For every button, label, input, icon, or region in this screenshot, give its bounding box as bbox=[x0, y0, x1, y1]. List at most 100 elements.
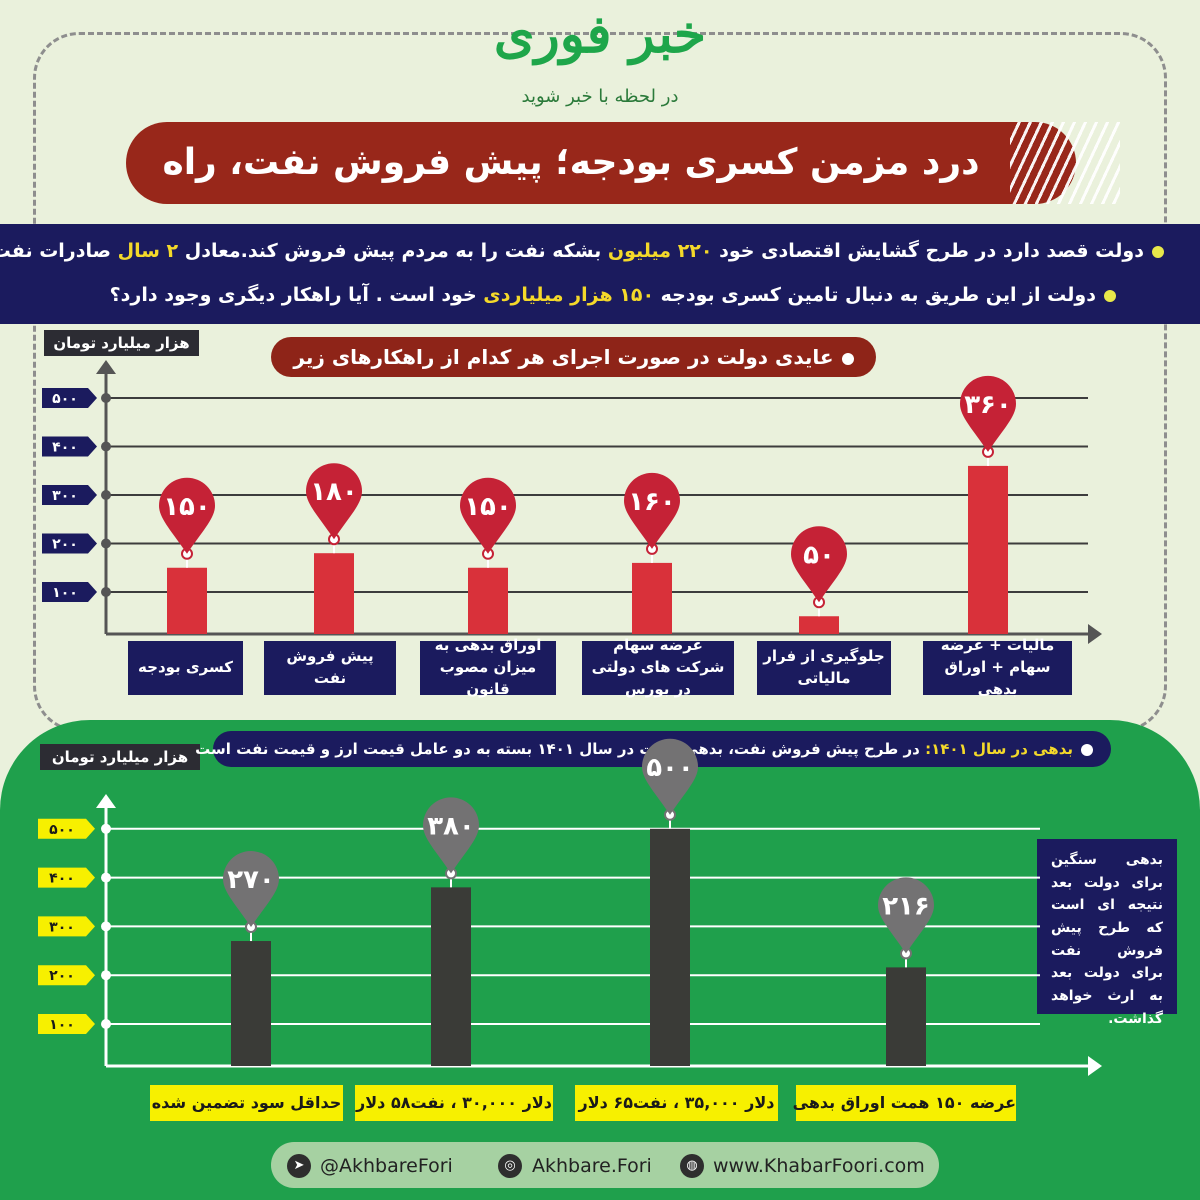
data-label: ۱۶۰ bbox=[628, 487, 676, 517]
value-pin bbox=[624, 472, 680, 549]
intro-highlight: ۱۵۰ هزار میلیاردی bbox=[483, 284, 655, 306]
bar bbox=[968, 465, 1008, 634]
y-axis-unit-label: هزار میلیارد تومان bbox=[44, 330, 199, 356]
footer-bar bbox=[271, 1142, 939, 1188]
y-tick-label: ۱۰۰ bbox=[49, 1017, 75, 1033]
category-label: کسری بودجه bbox=[128, 641, 243, 695]
y-tick-box bbox=[38, 818, 95, 839]
y-tick-box bbox=[42, 485, 97, 505]
chart-2: ۱۰۰ ۲۰۰ ۳۰۰ ۴۰۰ ۵۰۰ ۲۷۰ ۳۸۰ ۵۰۰ ۲۱۶ bbox=[38, 738, 1102, 1076]
intro-text: صادرات نفت ایران! bbox=[0, 240, 111, 262]
y-tick-label: ۲۰۰ bbox=[49, 968, 75, 984]
bar bbox=[431, 887, 471, 1066]
intro-line-2: دولت از این طریق به دنبال تامین کسری بود… bbox=[110, 284, 1116, 306]
intro-highlight: ۲۲۰ میلیون bbox=[607, 240, 713, 262]
y-tick-box bbox=[38, 916, 95, 937]
category-label: اوراق بدهی به میزان مصوب قانون bbox=[420, 636, 556, 698]
value-pin bbox=[223, 851, 279, 928]
telegram-handle[interactable]: @AkhbareFori bbox=[320, 1155, 453, 1177]
category-label: دلار ۳۰,۰۰۰ ، نفت۵۸ دلار bbox=[355, 1085, 553, 1121]
intro-text: دولت از این طریق به دنبال تامین کسری بود… bbox=[654, 284, 1096, 306]
bar bbox=[167, 567, 207, 634]
debt-note: بدهی سنگین برای دولت بعد نتیجه ای است که… bbox=[1037, 839, 1177, 1027]
chart-2-title-highlight: بدهی در سال ۱۴۰۱: bbox=[925, 740, 1073, 758]
y-tick-box bbox=[42, 436, 97, 457]
logo: خبر فوری bbox=[493, 4, 707, 65]
globe-icon[interactable]: ◍ bbox=[680, 1154, 704, 1178]
y-tick-label: ۳۰۰ bbox=[52, 488, 78, 504]
value-pin bbox=[306, 463, 362, 540]
data-label: ۲۷۰ bbox=[227, 865, 275, 895]
instagram-icon[interactable]: ◎ bbox=[498, 1154, 522, 1178]
value-pin bbox=[642, 738, 698, 815]
instagram-handle[interactable]: Akhbare.Fori bbox=[532, 1155, 652, 1177]
intro-band: دولت قصد دارد در طرح گشایش اقتصادی خود ۲… bbox=[0, 224, 1200, 324]
intro-text: خود است . آیا راهکار دیگری وجود دارد؟ bbox=[109, 284, 484, 306]
telegram-icon[interactable]: ➤ bbox=[287, 1154, 311, 1178]
category-label: عرضه ۱۵۰ همت اوراق بدهی bbox=[793, 1085, 1016, 1121]
value-pin bbox=[423, 797, 479, 874]
y-tick-box bbox=[42, 582, 97, 602]
bullet-dot-icon bbox=[1081, 743, 1093, 756]
y-axis-arrow bbox=[96, 360, 116, 374]
bar bbox=[231, 941, 271, 1066]
y-tick-box bbox=[38, 965, 95, 986]
bar bbox=[650, 828, 690, 1066]
value-pin bbox=[159, 477, 215, 554]
intro-line-1: دولت قصد دارد در طرح گشایش اقتصادی خود ۲… bbox=[0, 240, 1164, 262]
value-pin bbox=[791, 526, 847, 603]
value-pin bbox=[960, 375, 1016, 452]
data-label: ۲۱۶ bbox=[882, 891, 930, 921]
y-tick-label: ۵۰۰ bbox=[49, 822, 75, 838]
y-axis-arrow bbox=[96, 794, 116, 808]
bar bbox=[886, 967, 926, 1066]
y-tick-box bbox=[42, 388, 97, 408]
value-pin bbox=[878, 877, 934, 954]
y-tick-label: ۳۰۰ bbox=[49, 919, 75, 935]
x-axis-arrow bbox=[1088, 1056, 1102, 1076]
bullet-dot-icon bbox=[841, 352, 854, 365]
data-label: ۱۸۰ bbox=[310, 477, 358, 507]
intro-text: دولت قصد دارد در طرح گشایش اقتصادی خود bbox=[712, 240, 1144, 262]
y-tick-label: ۵۰۰ bbox=[52, 391, 78, 407]
hatch-decoration bbox=[1010, 122, 1120, 204]
y-tick-box bbox=[38, 1014, 95, 1034]
x-axis-arrow bbox=[1088, 624, 1102, 644]
y-tick-label: ۴۰۰ bbox=[52, 440, 78, 456]
category-label: جلوگیری از فرار مالیاتی bbox=[757, 641, 891, 695]
data-label: ۳۶۰ bbox=[964, 390, 1012, 420]
bar bbox=[314, 553, 354, 634]
y-tick-box bbox=[42, 533, 97, 554]
y-tick-label: ۲۰۰ bbox=[52, 537, 78, 553]
bar bbox=[632, 562, 672, 634]
bullet-dot-icon bbox=[1152, 245, 1164, 258]
y-tick-label: ۴۰۰ bbox=[49, 871, 75, 887]
y-axis-unit-label: هزار میلیارد تومان bbox=[40, 744, 200, 770]
chart-1-title: عایدی دولت در صورت اجرای هر کدام از راهک… bbox=[271, 337, 876, 377]
value-pin bbox=[460, 477, 516, 554]
data-label: ۱۵۰ bbox=[163, 492, 211, 522]
data-label: ۱۵۰ bbox=[464, 492, 512, 522]
bar bbox=[799, 616, 839, 634]
category-label: مالیات + عرضه سهام + اوراق بدهی bbox=[923, 636, 1072, 698]
bar bbox=[468, 567, 508, 634]
data-label: ۳۸۰ bbox=[427, 811, 475, 841]
y-tick-label: ۱۰۰ bbox=[52, 585, 78, 601]
data-label: ۵۰ bbox=[803, 540, 835, 570]
y-tick-box bbox=[38, 867, 95, 888]
category-label: دلار ۳۵,۰۰۰ ، نفت۶۵ دلار bbox=[575, 1085, 778, 1121]
intro-highlight: ۲ سال bbox=[117, 240, 179, 262]
category-label: عرضه سهام شرکت های دولتی در بورس bbox=[582, 636, 734, 698]
title-banner bbox=[126, 122, 1076, 204]
bullet-dot-icon bbox=[1104, 289, 1116, 302]
intro-text: بشکه نفت را به مردم پیش فروش کند.معادل bbox=[178, 240, 608, 262]
chart-1-title-text: عایدی دولت در صورت اجرای هر کدام از راهک… bbox=[293, 345, 834, 369]
data-label: ۵۰۰ bbox=[646, 753, 694, 783]
logo-tagline: در لحظه با خبر شوید bbox=[521, 86, 679, 107]
website-link[interactable]: www.KhabarFoori.com bbox=[713, 1155, 925, 1177]
chart-1: ۱۰۰ ۲۰۰ ۳۰۰ ۴۰۰ ۵۰۰ ۱۵۰ ۱۸۰ ۱۵۰ ۱۶۰ ۵۰ ۳۶۰ bbox=[42, 360, 1102, 644]
category-label: حداقل سود تضمین شده bbox=[150, 1085, 343, 1121]
category-label: پیش فروش نفت bbox=[264, 641, 396, 695]
